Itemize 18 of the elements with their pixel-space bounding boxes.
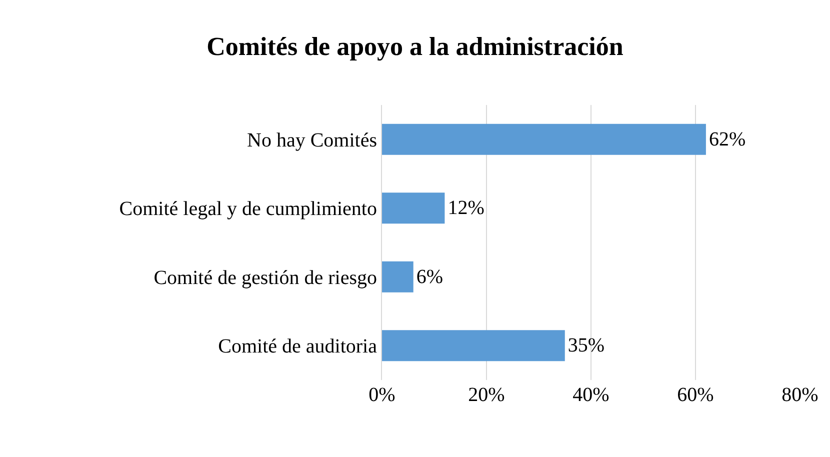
y-tick-label: No hay Comités bbox=[247, 129, 378, 152]
bar bbox=[382, 330, 565, 362]
y-tick-label: Comité de auditoria bbox=[218, 336, 378, 358]
bar bbox=[382, 261, 414, 292]
data-label: 6% bbox=[416, 266, 444, 288]
y-tick-label: Comité de gestión de riesgo bbox=[154, 266, 377, 289]
data-label: 35% bbox=[568, 334, 605, 357]
x-tick-label: 40% bbox=[572, 384, 610, 406]
bar bbox=[382, 192, 445, 224]
bar bbox=[382, 124, 706, 155]
x-tick-label: 80% bbox=[782, 384, 818, 406]
x-tick-label: 0% bbox=[368, 384, 396, 406]
chart-title: Comités de apoyo a la administración bbox=[206, 32, 624, 61]
x-tick-label: 60% bbox=[677, 384, 714, 406]
data-label: 12% bbox=[448, 197, 484, 220]
x-tick-label: 20% bbox=[468, 384, 505, 406]
data-label: 62% bbox=[708, 128, 746, 150]
y-tick-label: Comité legal y de cumplimiento bbox=[119, 198, 377, 220]
